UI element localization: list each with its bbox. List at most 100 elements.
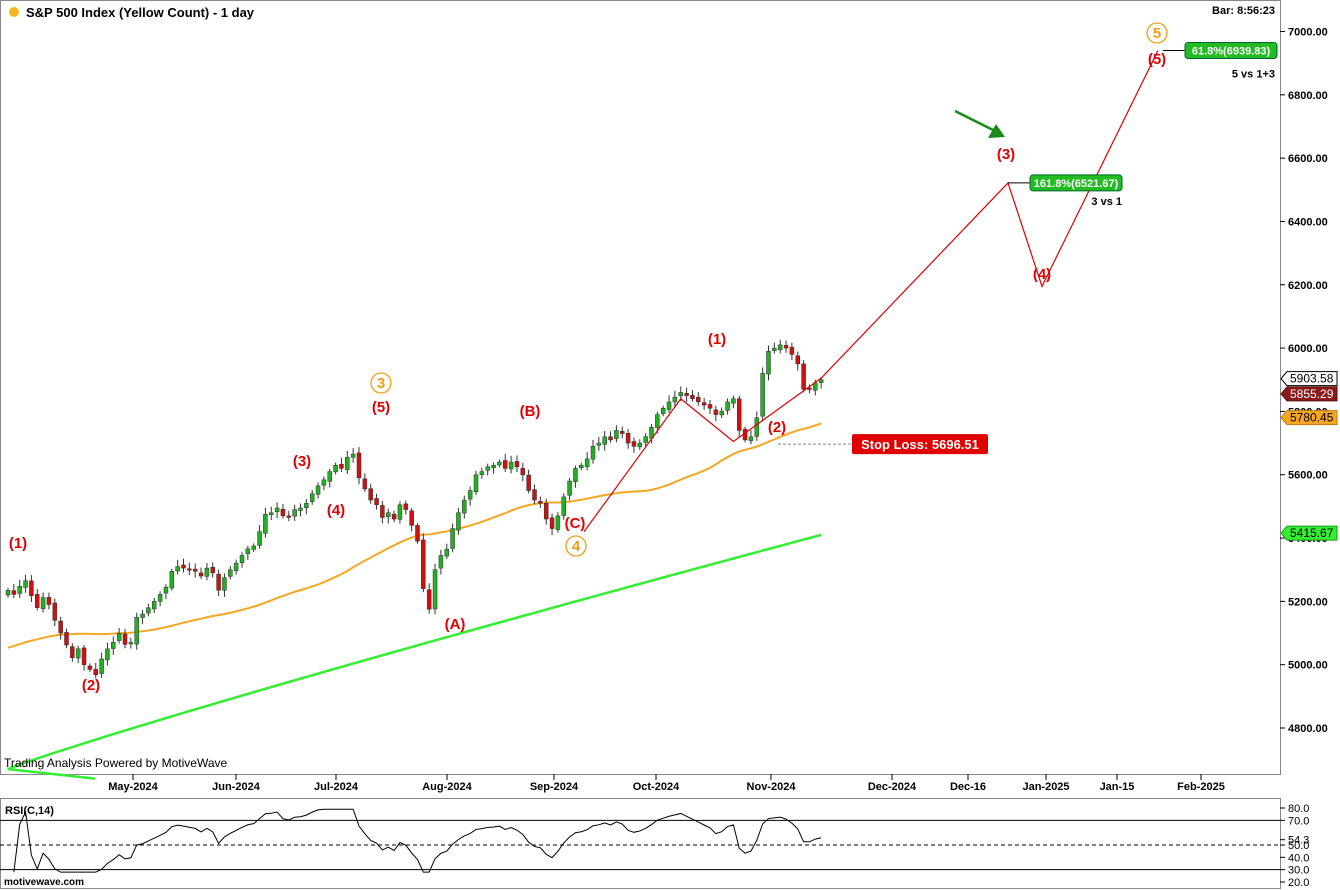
candle-body [760,373,765,417]
x-tick-label: Dec-16 [950,781,986,793]
candle-body [386,512,391,518]
bar-time: Bar: 8:56:23 [1212,5,1275,17]
candle-body [99,658,104,674]
x-tick-label: Sep-2024 [530,781,579,793]
wave-label-orange-ring [1146,22,1168,44]
candle-body [93,669,98,676]
y-tick-label: 5600.00 [1288,470,1328,482]
candle-body [46,596,52,605]
powered-by-text: Trading Analysis Powered by MotiveWave [4,756,228,770]
candle-body [397,504,403,520]
candle-body [345,457,350,470]
candle-body [701,402,707,406]
candle-body [772,347,777,351]
candle-body [409,510,414,526]
candle-body [40,597,46,609]
x-tick-label: Feb-2025 [1177,781,1225,793]
candle-body [29,580,34,596]
candle-body [356,452,362,479]
candle-body [134,616,139,645]
candle-body [801,363,806,390]
candle-body [789,346,795,355]
candle-body [514,461,520,468]
arrow-head-icon [988,124,1005,138]
candle-body [473,474,479,493]
candle-body [766,351,771,375]
price-tag-label: 5903.58 [1290,372,1334,386]
wave-label-red: (4) [1033,266,1051,283]
candle-body [116,633,122,641]
candle-body [485,466,490,471]
watermark-text: motivewave.com [4,877,84,888]
candle-body [251,545,256,550]
candle-body [567,480,572,496]
candle-body [538,501,543,504]
rsi-tick-label: 70.0 [1288,815,1309,827]
candle-body [17,585,22,594]
candle-body [456,512,461,531]
target-note: 3 vs 1 [1091,196,1122,208]
rsi-tick-label: 40.0 [1288,852,1309,864]
candle-body [11,590,17,595]
candle-body [181,564,186,569]
candle-body [274,507,280,513]
projection-line [680,50,1159,443]
candle-body [678,392,683,397]
time-axis[interactable]: May-2024 Jun-2024 Jul-2024 Aug-2024 Sep-2024… [108,774,1225,793]
wave-label-red: (3) [293,453,311,470]
candle-body [438,555,444,569]
candle-body [269,512,274,515]
moving-averages [7,422,822,780]
candle-body [725,401,730,411]
candle-body [549,517,555,529]
candle-body [777,344,783,350]
candle-body [520,468,526,475]
x-tick-label: Dec-2024 [868,781,917,793]
wave-label-red: (1) [9,535,27,552]
candle-body [111,641,116,649]
y-tick-label: 5200.00 [1288,596,1328,608]
y-tick-label: 6600.00 [1288,153,1328,165]
candle-body [491,464,496,469]
candle-body [497,461,502,466]
candle-body [426,589,432,610]
y-tick-label: 6400.00 [1288,216,1328,228]
wave-label-red: (2) [768,419,786,436]
price-tag-label: 5415.67 [1290,526,1334,540]
candle-body [304,502,309,508]
chart-title: S&P 500 Index (Yellow Count) - 1 day [26,5,255,20]
wave-label-red: (2) [82,677,100,694]
candle-body [415,525,420,542]
candle-body [175,566,180,572]
candle-body [350,453,356,458]
candle-body [368,488,373,501]
candle-body [403,503,409,510]
candle-body [52,602,58,621]
price-tag-box [1280,386,1338,402]
y-tick-label: 6000.00 [1288,343,1328,355]
wave-label-red: (3) [997,146,1015,163]
rsi-tick-label: 50.0 [1288,840,1309,852]
candle-body [315,485,321,495]
wave-label-orange-ring [370,372,392,394]
price-axis[interactable]: 4800.005000.005200.005400.005600.005800.… [1280,27,1338,736]
target-box [1029,174,1123,192]
candle-body [631,441,637,447]
candle-body [620,431,625,434]
candle-body [713,409,719,415]
candle-body [573,468,578,482]
candle-body [263,514,268,534]
candle-body [526,474,531,491]
candle-body [210,566,215,574]
rsi-panel: RSI(C,14) 80.070.0 54.350.040.030.020.0 [0,803,1309,889]
candle-body [783,344,789,349]
rsi-tick-label: 30.0 [1288,865,1309,877]
candle-body [614,430,619,439]
candle-body [163,586,169,594]
rsi-panel-frame [0,798,1281,889]
candle-body [450,528,455,549]
candle-body [333,464,338,473]
wave-label-red: (1) [708,331,726,348]
candle-body [257,531,262,546]
